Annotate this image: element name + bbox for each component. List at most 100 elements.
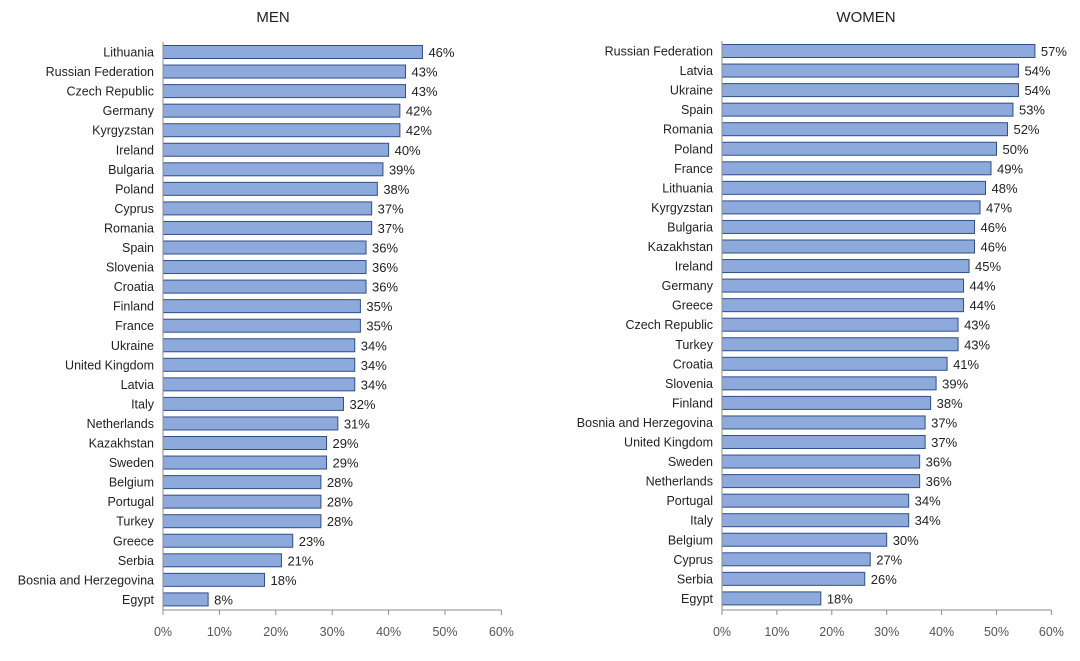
- women-bar: [721, 141, 997, 156]
- men-data-label: 36%: [372, 280, 398, 295]
- women-bar: [721, 83, 1019, 98]
- women-bar: [721, 219, 976, 234]
- men-category-label: Cyprus: [114, 202, 154, 216]
- women-bar: [721, 259, 970, 274]
- men-bar: [162, 201, 373, 216]
- men-data-label: 32%: [349, 397, 375, 412]
- women-bar: [721, 552, 871, 567]
- men-data-label: 31%: [344, 416, 370, 431]
- women-category-label: Germany: [662, 279, 714, 293]
- men-chart-title: MEN: [256, 9, 289, 26]
- men-bar: [162, 318, 361, 333]
- men-data-label: 35%: [366, 319, 392, 334]
- men-bar: [162, 260, 367, 275]
- men-data-label: 23%: [299, 534, 325, 549]
- women-bar: [721, 161, 992, 176]
- men-category-label: Bulgaria: [108, 163, 154, 177]
- men-bar: [162, 553, 282, 568]
- women-bar: [721, 356, 948, 371]
- women-bar: [721, 200, 981, 215]
- women-category-label: Kazakhstan: [648, 240, 713, 254]
- men-data-label: 21%: [287, 553, 313, 568]
- men-bar: [162, 377, 356, 392]
- women-data-label: 38%: [937, 396, 963, 411]
- women-data-label: 47%: [986, 200, 1012, 215]
- men-data-label: 35%: [366, 299, 392, 314]
- men-data-label: 29%: [333, 456, 359, 471]
- women-data-label: 26%: [871, 572, 897, 587]
- women-bar: [721, 435, 926, 449]
- men-category-label: Czech Republic: [66, 85, 154, 99]
- women-category-label: France: [674, 162, 713, 176]
- men-x-tick-label: 50%: [432, 625, 457, 639]
- men-bar: [162, 64, 407, 79]
- men-data-label: 40%: [395, 143, 421, 158]
- men-bar: [162, 572, 266, 587]
- men-x-tick-label: 10%: [207, 625, 232, 639]
- women-bar: [721, 239, 976, 254]
- men-bar: [162, 494, 322, 509]
- women-data-label: 52%: [1013, 122, 1039, 137]
- women-category-label: Portugal: [666, 494, 713, 508]
- men-bar: [162, 123, 401, 138]
- men-category-label: United Kingdom: [65, 358, 154, 372]
- men-category-label: Serbia: [118, 554, 154, 568]
- women-bar: [721, 513, 910, 528]
- men-data-label: 46%: [428, 45, 454, 60]
- men-data-label: 36%: [372, 260, 398, 275]
- men-x-tick-label: 20%: [263, 625, 288, 639]
- men-bar: [162, 162, 384, 177]
- women-bar: [721, 376, 937, 391]
- men-category-label: Finland: [113, 300, 154, 314]
- men-bar: [162, 455, 328, 470]
- men-bar: [162, 436, 328, 450]
- women-category-label: Serbia: [677, 572, 713, 586]
- women-bar: [721, 298, 965, 313]
- women-category-label: Italy: [690, 514, 714, 528]
- men-category-label: Italy: [131, 397, 155, 411]
- women-data-label: 36%: [926, 474, 952, 489]
- men-data-label: 28%: [327, 514, 353, 529]
- women-x-tick-label: 10%: [764, 625, 789, 639]
- women-category-label: Ireland: [675, 260, 713, 274]
- men-bar: [162, 279, 367, 294]
- women-category-label: Ukraine: [670, 84, 713, 98]
- women-bar: [721, 122, 1008, 137]
- men-bar: [162, 45, 423, 59]
- women-bar: [721, 337, 959, 352]
- men-bar: [162, 416, 339, 431]
- men-bar: [162, 299, 361, 314]
- women-data-label: 53%: [1019, 103, 1045, 118]
- men-x-tick-label: 40%: [376, 625, 401, 639]
- women-data-label: 30%: [893, 533, 919, 548]
- women-bar: [721, 395, 932, 410]
- women-bar: [721, 102, 1014, 117]
- men-data-label: 34%: [361, 358, 387, 373]
- women-data-label: 50%: [1003, 142, 1029, 157]
- men-category-label: Ukraine: [111, 339, 154, 353]
- men-data-label: 36%: [372, 241, 398, 256]
- men-bar: [162, 240, 367, 255]
- women-chart-title: WOMEN: [836, 9, 895, 26]
- men-category-label: Lithuania: [103, 46, 154, 60]
- women-bar: [721, 571, 866, 586]
- men-category-label: Ireland: [116, 143, 154, 157]
- women-data-label: 46%: [981, 220, 1007, 235]
- women-data-label: 34%: [915, 494, 941, 509]
- men-data-label: 34%: [361, 338, 387, 353]
- men-bar: [162, 84, 407, 99]
- men-data-label: 8%: [214, 592, 233, 607]
- men-data-label: 39%: [389, 162, 415, 177]
- women-data-label: 43%: [964, 318, 990, 333]
- men-data-label: 43%: [412, 65, 438, 80]
- women-bar: [721, 493, 910, 508]
- women-x-tick-label: 20%: [819, 625, 844, 639]
- women-data-label: 49%: [997, 161, 1023, 176]
- women-bar: [721, 591, 822, 606]
- women-bar: [721, 44, 1036, 58]
- women-category-label: Croatia: [673, 357, 713, 371]
- women-category-label: Finland: [672, 396, 713, 410]
- women-data-label: 18%: [827, 591, 853, 606]
- men-category-label: Slovenia: [106, 261, 154, 275]
